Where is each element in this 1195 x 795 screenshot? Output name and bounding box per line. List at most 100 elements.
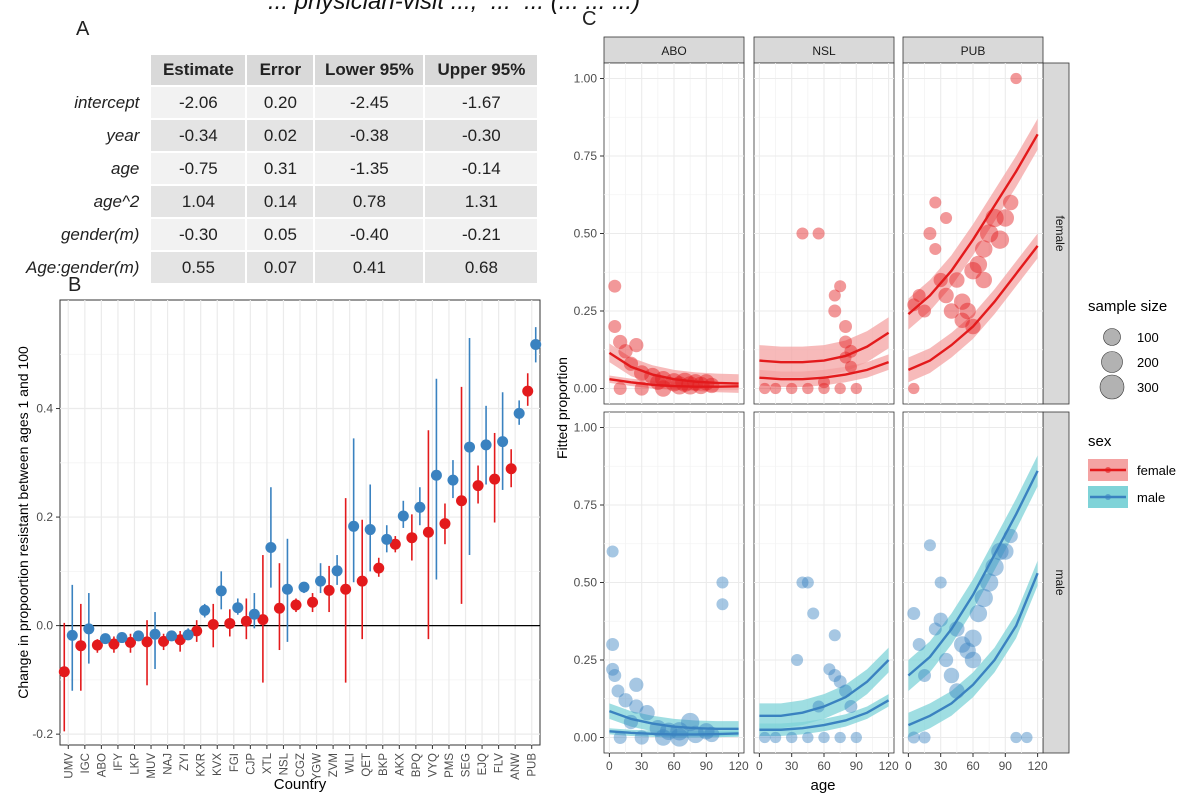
point-male [430, 469, 442, 481]
y-tick-label: 0.00 [574, 731, 598, 745]
table-row: age^2 1.04 0.14 0.78 1.31 [18, 184, 538, 217]
point-female [406, 532, 418, 544]
point-female [257, 614, 269, 626]
table-cell: -2.45 [313, 85, 424, 118]
table-row: year -0.34 0.02 -0.38 -0.30 [18, 118, 538, 151]
x-tick-label: BPQ [411, 753, 423, 777]
data-point [716, 576, 729, 589]
data-point [608, 279, 622, 293]
facet-marks-female-abo [608, 279, 739, 397]
data-point [759, 731, 771, 744]
data-point [759, 382, 771, 395]
data-point [618, 693, 633, 708]
fitted-curve [759, 699, 890, 731]
point-female [323, 584, 335, 596]
data-point [833, 675, 847, 689]
fitted-curve [907, 245, 1039, 372]
data-point [943, 667, 960, 684]
sex-legend-title: sex [1088, 433, 1112, 450]
x-tick-label: 120 [879, 759, 899, 773]
panel-label-a: A [76, 18, 90, 40]
x-tick-label: 120 [1028, 759, 1048, 773]
table-cell: 0.78 [313, 184, 424, 217]
point-female [472, 480, 484, 492]
data-point [990, 230, 1010, 249]
size-legend-key [1103, 328, 1121, 346]
data-point [928, 622, 942, 636]
x-tick-label: 30 [635, 759, 649, 773]
point-female [489, 473, 501, 485]
data-point [629, 677, 644, 692]
y-tick-label: 0.50 [574, 227, 598, 241]
table-row: gender(m) -0.30 0.05 -0.40 -0.21 [18, 217, 538, 250]
fitted-curve [608, 351, 739, 385]
data-point [959, 302, 976, 320]
data-point [918, 731, 931, 744]
data-point [938, 287, 954, 304]
data-point [786, 731, 798, 744]
point-male [331, 565, 343, 577]
point-male [497, 436, 509, 448]
data-point [969, 604, 988, 623]
data-point [834, 280, 847, 293]
row-label: age^2 [18, 184, 150, 217]
x-tick-label: 60 [817, 759, 831, 773]
x-tick-label: VYQ [427, 753, 439, 777]
point-male [116, 632, 128, 644]
data-point [606, 545, 619, 558]
row-label: intercept [18, 85, 150, 118]
point-male [315, 575, 327, 587]
x-tick-label: IGC [80, 753, 92, 773]
table-cell: 0.41 [313, 250, 424, 283]
x-tick-label: PUB [527, 753, 539, 777]
x-tick-label: 120 [729, 759, 749, 773]
x-tick-label: YGW [312, 753, 324, 781]
x-tick-label: 60 [966, 759, 980, 773]
data-point [850, 382, 862, 395]
data-point [969, 255, 988, 274]
data-point [834, 382, 846, 395]
x-tick-label: BKP [378, 753, 390, 776]
x-tick-label: WLI [345, 753, 357, 773]
x-tick-label: 90 [700, 759, 714, 773]
data-point [716, 598, 729, 611]
data-point [844, 700, 858, 713]
y-tick-label: 0.50 [574, 576, 598, 590]
table-cell: -0.75 [149, 151, 246, 184]
data-point [938, 652, 954, 668]
row-label: Age:gender(m) [18, 250, 150, 283]
x-tick-label: IFY [113, 753, 125, 771]
data-point [608, 669, 622, 682]
data-point [844, 360, 857, 373]
table-cell: -0.30 [423, 118, 538, 151]
data-point [908, 382, 920, 395]
data-point [954, 636, 971, 653]
data-point [964, 261, 982, 280]
point-female [273, 602, 285, 614]
data-point [801, 576, 814, 589]
fitted-curve [907, 470, 1039, 677]
point-female [456, 495, 468, 507]
data-point [828, 669, 842, 682]
table-cell: 0.07 [245, 250, 314, 283]
row-label: gender(m) [18, 217, 150, 250]
point-male [265, 541, 277, 553]
x-tick-label: ABO [96, 753, 108, 777]
data-point [974, 588, 993, 608]
size-legend-title: sample size [1088, 298, 1167, 315]
x-axis-title: age [810, 777, 835, 794]
data-point [613, 382, 627, 395]
facet-marks-male-nsl [759, 576, 890, 744]
point-female [290, 599, 302, 611]
data-point [991, 542, 1009, 561]
sex-legend-key-point [1105, 494, 1111, 500]
x-tick-label: KXR [196, 753, 208, 777]
facet-marks-male-abo [606, 545, 739, 747]
data-point [817, 376, 831, 389]
data-point [807, 607, 820, 620]
x-tick-label: LKP [129, 753, 141, 775]
panel-label-b: B [68, 274, 82, 296]
column-header: Upper 95% [423, 55, 538, 85]
point-female [91, 639, 103, 651]
